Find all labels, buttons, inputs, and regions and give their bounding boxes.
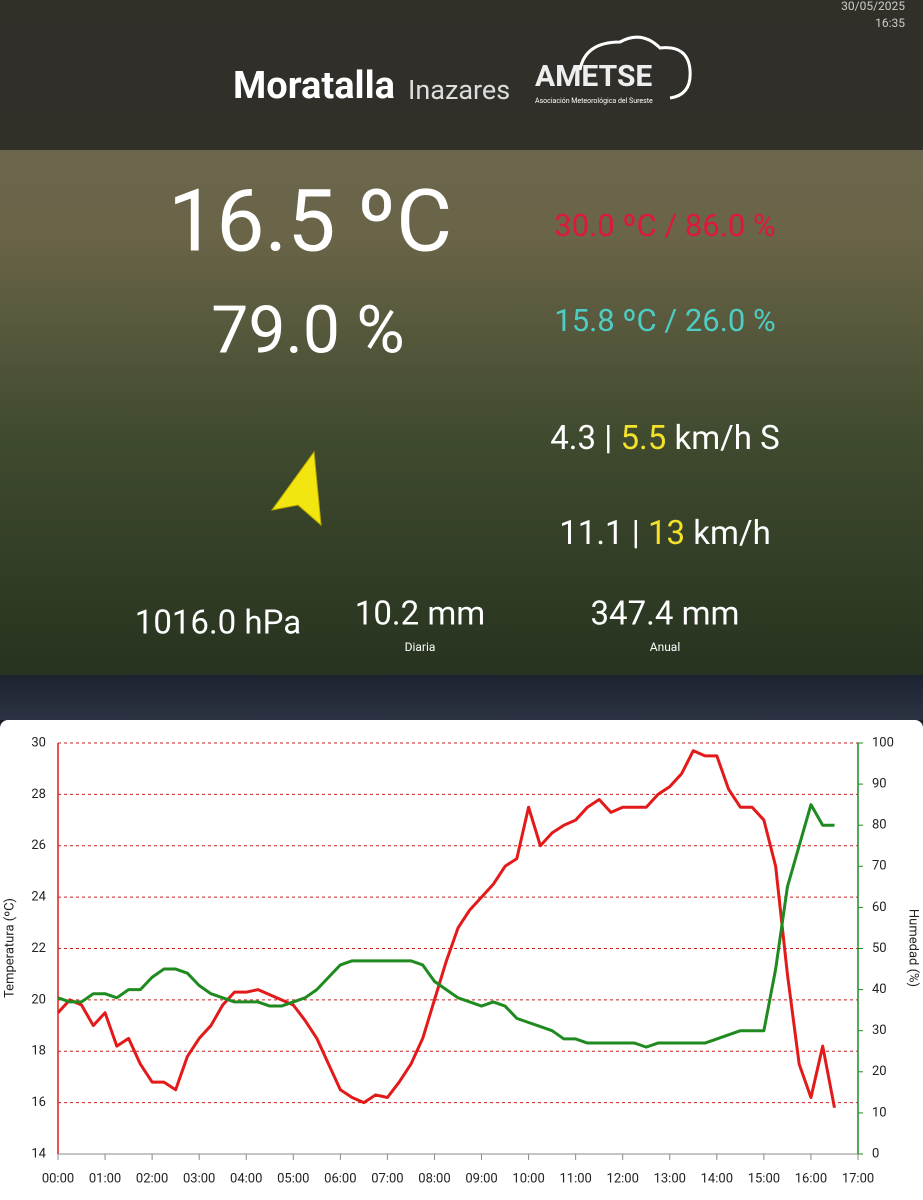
y2-tick-label: 20 (872, 1064, 887, 1079)
series-line (56, 749, 836, 1109)
rain-day: 10.2 mm (355, 595, 485, 634)
x-tick-label: 13:00 (654, 1171, 686, 1186)
humidity: 79.0 % (211, 292, 404, 369)
x-tick-label: 14:00 (701, 1171, 733, 1186)
x-tick-label: 06:00 (324, 1171, 356, 1186)
y2-tick-label: 10 (872, 1105, 887, 1120)
wind-max: 11.1 | 13 km/h (559, 514, 771, 553)
y-tick-label: 24 (31, 890, 46, 905)
x-tick-label: 04:00 (230, 1171, 262, 1186)
x-tick-label: 05:00 (277, 1171, 309, 1186)
x-tick-label: 10:00 (512, 1171, 544, 1186)
x-tick-label: 00:00 (42, 1171, 74, 1186)
date: 30/05/2025 (841, 0, 905, 13)
chart: 14 16 18 20 22 24 26 28 30 0 10 20 30 40 50 60 70 80 90 100… (31, 735, 894, 1186)
sky-band (0, 675, 923, 720)
y2-tick-label: 30 (872, 1023, 887, 1038)
y-axis-label: Temperatura (ºC) (2, 898, 17, 998)
y-tick-label: 16 (31, 1095, 46, 1110)
y-tick-label: 30 (31, 735, 46, 750)
x-tick-label: 09:00 (465, 1171, 497, 1186)
wind-gust: 5.5 (621, 419, 667, 458)
x-tick-label: 03:00 (183, 1171, 215, 1186)
y-tick-label: 26 (31, 838, 46, 853)
place-name: Inazares (408, 74, 510, 106)
y2-tick-label: 70 (872, 859, 887, 874)
rain-day-label: Diaria (405, 640, 436, 654)
y-tick-label: 28 (31, 787, 46, 802)
chart-panel (0, 720, 923, 1200)
header-band (0, 0, 923, 150)
y2-tick-label: 100 (872, 735, 894, 750)
rain-year-label: Anual (650, 640, 681, 654)
y2-axis-label: Humedad (%) (906, 909, 921, 987)
series-line (57, 803, 835, 1049)
temperature: 16.5 ºC (168, 171, 452, 272)
y2-tick-label: 50 (872, 941, 887, 956)
y-tick-label: 14 (31, 1146, 46, 1161)
time: 16:35 (875, 16, 905, 30)
y-tick-label: 22 (31, 941, 46, 956)
y2-tick-label: 90 (872, 777, 887, 792)
wind-unit: km/h S (674, 419, 779, 458)
wind-max-unit: km/h (693, 514, 770, 553)
wind-max-gust: 13 (648, 514, 685, 553)
station-name: Moratalla (233, 64, 395, 108)
y2-tick-label: 60 (872, 900, 887, 915)
y-tick-label: 20 (31, 992, 46, 1007)
x-tick-label: 11:00 (559, 1171, 591, 1186)
x-tick-label: 12:00 (607, 1171, 639, 1186)
pressure: 1016.0 hPa (135, 604, 301, 643)
wind-arrow (270, 450, 322, 527)
rain-year: 347.4 mm (591, 595, 740, 634)
wind-max-avg: 11.1 | (559, 514, 640, 553)
min-reading: 15.8 ºC / 26.0 % (554, 302, 775, 339)
wind-avg: 4.3 | (550, 419, 612, 458)
logo-subtitle: Asociación Meteorológica del Sureste (535, 97, 653, 105)
max-reading: 30.0 ºC / 86.0 % (554, 207, 775, 244)
y2-tick-label: 40 (872, 982, 887, 997)
x-tick-label: 02:00 (136, 1171, 168, 1186)
x-tick-label: 17:00 (842, 1171, 874, 1186)
wind: 4.3 | 5.5 km/h S (550, 419, 779, 458)
x-tick-label: 07:00 (371, 1171, 403, 1186)
y2-tick-label: 80 (872, 818, 887, 833)
y2-tick-label: 0 (872, 1146, 879, 1161)
x-tick-label: 01:00 (89, 1171, 121, 1186)
y-tick-label: 18 (31, 1044, 46, 1059)
logo: AMETSE (535, 59, 652, 94)
x-tick-label: 08:00 (418, 1171, 450, 1186)
x-tick-label: 15:00 (748, 1171, 780, 1186)
x-tick-label: 16:00 (795, 1171, 827, 1186)
logo-cloud (578, 35, 692, 100)
